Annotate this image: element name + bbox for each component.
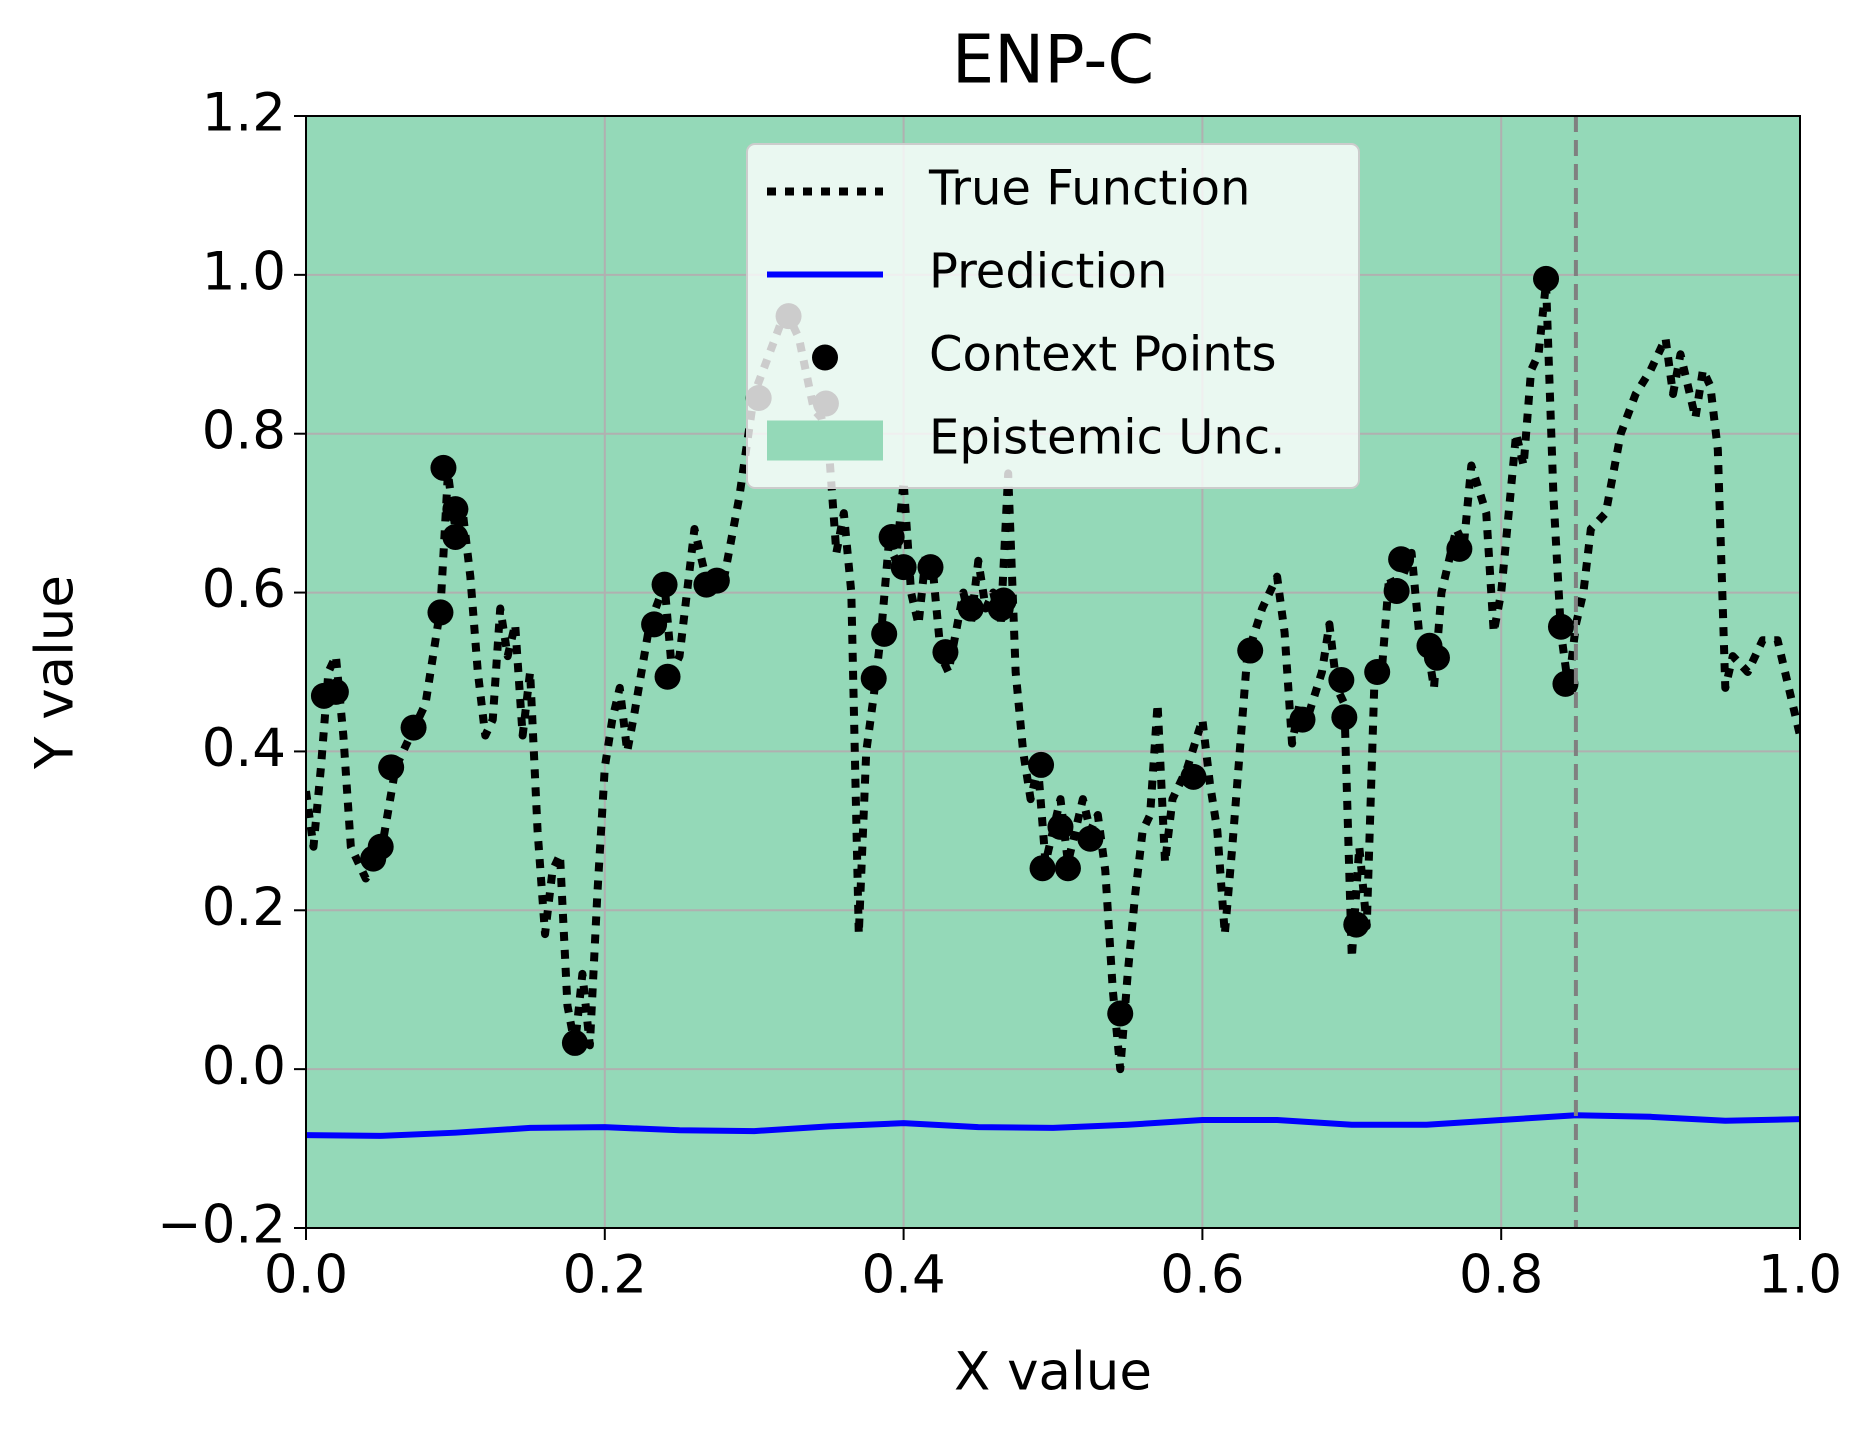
context-point bbox=[1054, 855, 1081, 882]
context-point bbox=[561, 1029, 588, 1056]
legend-handle bbox=[767, 420, 883, 461]
x-axis-label: X value bbox=[954, 1342, 1152, 1403]
context-point bbox=[1237, 637, 1264, 664]
context-point bbox=[427, 599, 454, 626]
legend-handle bbox=[812, 344, 838, 371]
context-point bbox=[442, 523, 469, 550]
legend-box bbox=[746, 143, 1360, 489]
context-point bbox=[1047, 813, 1074, 840]
context-point bbox=[890, 554, 917, 581]
y-axis-label: Y value bbox=[25, 575, 86, 770]
legend: True Function Prediction Context Points Epi… bbox=[746, 143, 1360, 489]
context-point bbox=[1446, 535, 1473, 562]
x-tick-label: 0.2 bbox=[563, 1245, 647, 1306]
context-point bbox=[641, 611, 668, 638]
context-point bbox=[1343, 911, 1370, 938]
context-point bbox=[990, 587, 1017, 614]
context-point bbox=[878, 523, 905, 550]
y-tick-label: −0.2 bbox=[157, 1195, 286, 1256]
context-point bbox=[1383, 577, 1410, 604]
context-point bbox=[932, 639, 959, 666]
context-point bbox=[957, 595, 984, 622]
context-point bbox=[430, 454, 457, 481]
y-tick-label: 0.8 bbox=[202, 400, 286, 461]
context-point bbox=[1289, 706, 1316, 733]
y-tick-label: 0.0 bbox=[202, 1036, 286, 1097]
x-tick-label: 1.0 bbox=[1758, 1245, 1842, 1306]
context-point bbox=[367, 833, 394, 860]
context-point bbox=[378, 754, 405, 781]
x-tick-label: 0.0 bbox=[264, 1245, 348, 1306]
context-point bbox=[1328, 666, 1355, 693]
legend-label: Prediction bbox=[929, 244, 1167, 300]
y-tick-label: 1.2 bbox=[202, 83, 286, 144]
chart-title: ENP-C bbox=[952, 21, 1154, 99]
context-point bbox=[1423, 644, 1450, 671]
context-point bbox=[1077, 825, 1104, 852]
context-point bbox=[917, 554, 944, 581]
x-tick-label: 0.8 bbox=[1459, 1245, 1543, 1306]
context-point bbox=[1028, 751, 1055, 778]
context-point bbox=[703, 567, 730, 594]
line-series bbox=[306, 1112, 1800, 1139]
y-tick-label: 1.0 bbox=[202, 241, 286, 302]
context-point bbox=[871, 620, 898, 647]
context-point bbox=[400, 714, 427, 741]
uncertainty-band bbox=[306, 116, 1800, 1228]
context-point bbox=[1533, 265, 1560, 292]
y-tick-label: 0.2 bbox=[202, 877, 286, 938]
context-point bbox=[1331, 704, 1358, 731]
context-point bbox=[1388, 546, 1415, 573]
context-point bbox=[1364, 659, 1391, 685]
context-point bbox=[1107, 1000, 1134, 1027]
legend-label: Context Points bbox=[929, 327, 1276, 383]
y-tick-label: 0.6 bbox=[202, 559, 286, 620]
context-point bbox=[1029, 855, 1056, 882]
axes-frame bbox=[305, 115, 1801, 1229]
context-point bbox=[1552, 670, 1579, 697]
context-point bbox=[651, 571, 678, 598]
legend-label: True Function bbox=[928, 161, 1250, 217]
context-point bbox=[442, 496, 469, 523]
y-tick-label: 0.4 bbox=[202, 718, 286, 779]
x-tick-label: 0.6 bbox=[1160, 1245, 1244, 1306]
x-tick-label: 0.4 bbox=[861, 1245, 945, 1306]
context-point bbox=[654, 663, 681, 690]
context-point bbox=[860, 665, 887, 692]
context-point bbox=[322, 678, 349, 705]
context-point bbox=[1547, 613, 1574, 640]
legend-label: Epistemic Unc. bbox=[929, 410, 1285, 466]
context-point bbox=[1180, 763, 1207, 790]
